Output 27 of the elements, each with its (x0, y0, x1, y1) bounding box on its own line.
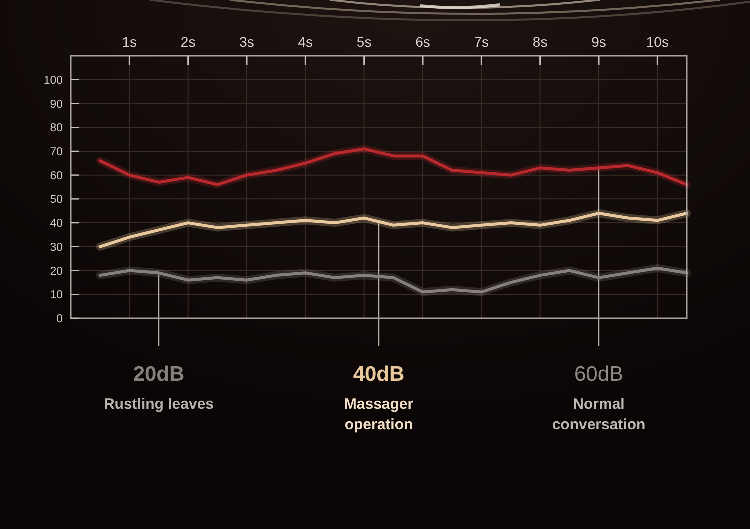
x-tick-label: 2s (180, 34, 196, 50)
text: Massager operation (344, 396, 414, 434)
y-tick-label: 70 (50, 146, 63, 158)
y-tick-label: 80 (50, 122, 63, 135)
text: Rustling leaves (104, 396, 214, 413)
x-tick-label: 3s (240, 34, 254, 50)
y-tick-label: 100 (44, 74, 63, 87)
y-tick-label: 20 (50, 266, 63, 278)
x-tick-label: 4s (298, 34, 314, 50)
text: Normal conversation (552, 396, 646, 434)
y-tick-label: 0 (56, 314, 63, 326)
x-tick-label: 10s (646, 34, 669, 50)
y-tick-label: 10 (50, 290, 63, 302)
y-tick-label: 40 (50, 218, 63, 230)
x-tick-label: 7s (474, 34, 490, 50)
x-tick-label: 6s (416, 34, 430, 50)
x-tick-label: 1s (122, 34, 138, 50)
annotation: 40dB (353, 363, 405, 386)
x-tick-label: 9s (592, 34, 606, 50)
annotation: 20dB (133, 363, 185, 386)
x-tick-label: 5s (356, 34, 372, 50)
y-tick-label: 50 (50, 194, 63, 206)
annotation: 60dB (574, 363, 624, 386)
y-tick-label: 60 (50, 170, 63, 182)
x-tick-label: 8s (532, 34, 548, 50)
y-tick-label: 90 (50, 98, 63, 111)
y-tick-label: 30 (50, 242, 63, 254)
